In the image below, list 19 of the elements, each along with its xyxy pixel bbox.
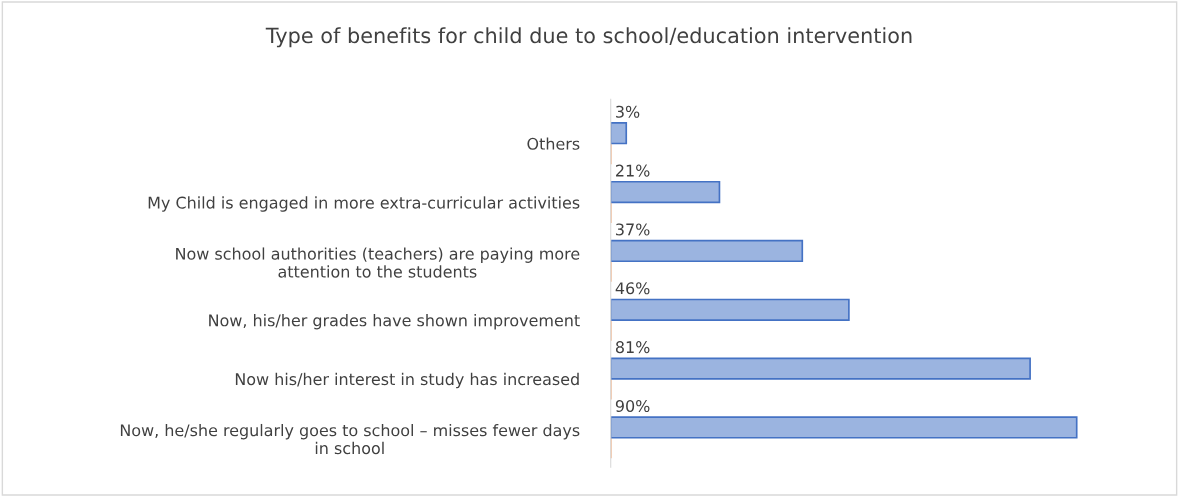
data-label: 21% — [616, 164, 650, 177]
y-tick-label: Now school authorities (teachers) are paying more attention to the students — [176, 247, 580, 278]
y-tick-label: Now, his/her grades have shown improvement — [209, 314, 580, 330]
chart-title: Type of benefits for child due to school/education intervention — [265, 27, 912, 48]
data-label: 81% — [615, 341, 650, 354]
bar — [610, 357, 1031, 380]
data-label: 37% — [616, 223, 650, 236]
bar — [610, 180, 721, 204]
bar — [610, 298, 850, 321]
bar — [610, 416, 1078, 439]
y-tick-label: Now his/her interest in study has increased — [235, 372, 579, 389]
data-label: 90% — [615, 399, 650, 413]
data-label: 46% — [615, 282, 650, 295]
y-tick-label: My Child is engaged in more extra-curricular activities — [148, 196, 580, 212]
bar — [610, 122, 628, 145]
bar — [610, 239, 804, 263]
data-label: 3% — [616, 105, 640, 118]
y-tick-label: Now, he/she regularly goes to school – misses fewer days in school — [120, 423, 580, 455]
y-tick-label: Others — [527, 137, 580, 150]
